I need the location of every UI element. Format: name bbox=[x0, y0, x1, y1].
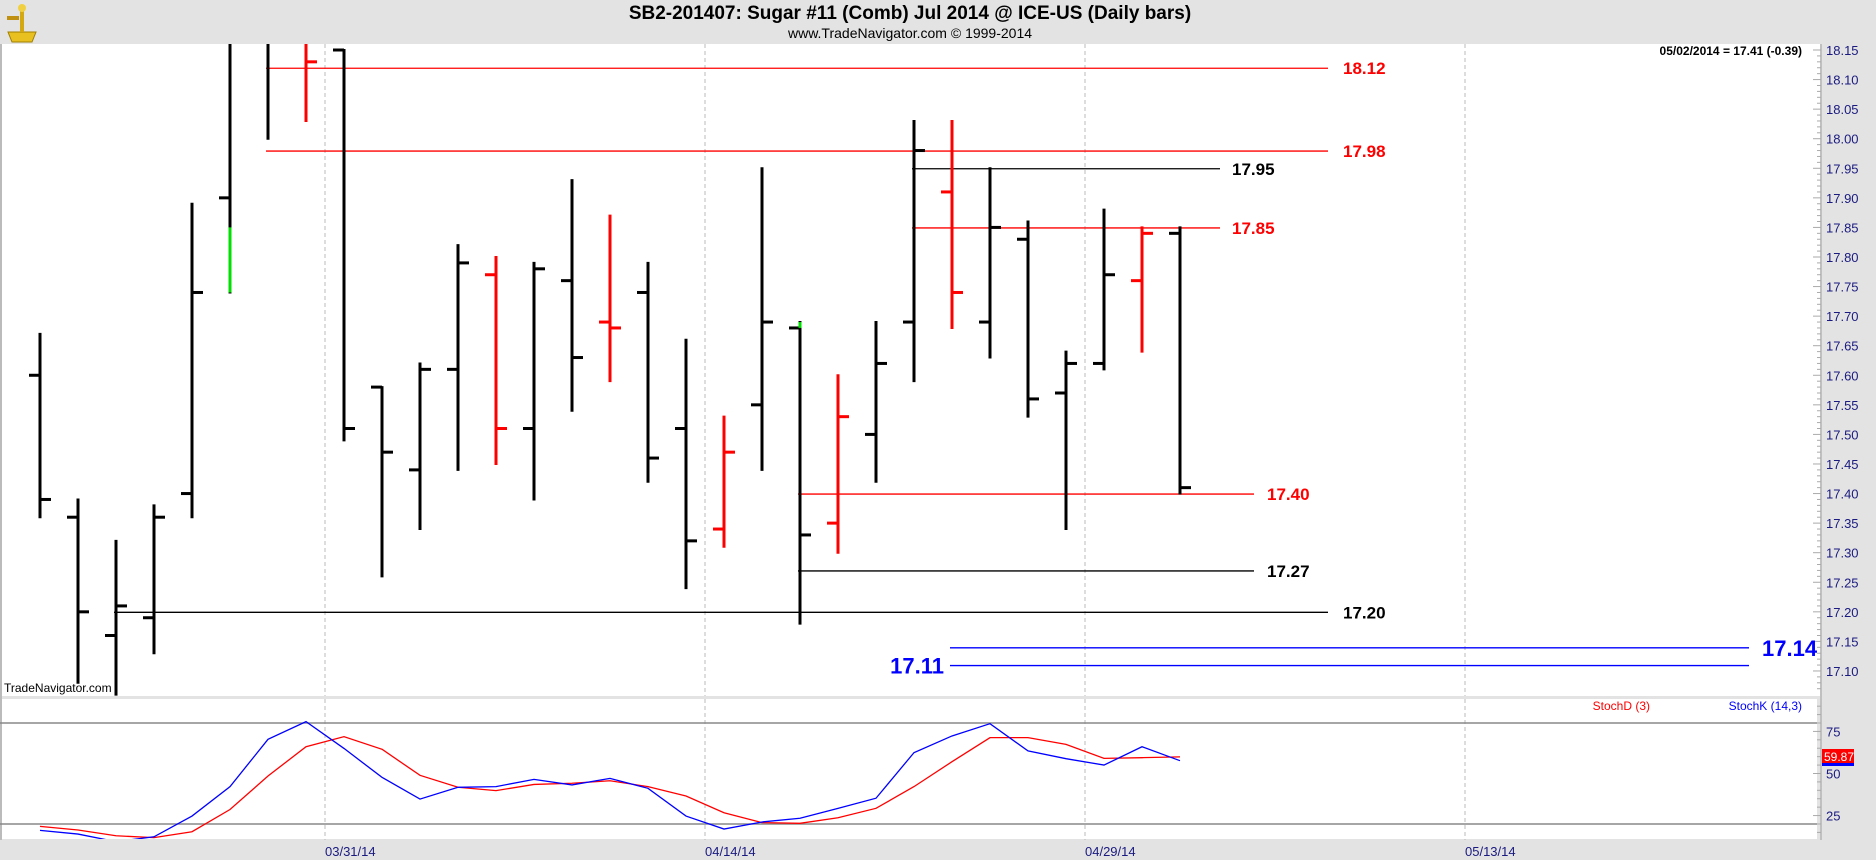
ohlc-bar bbox=[865, 321, 887, 483]
legend-stochd: StochD (3) bbox=[1593, 699, 1650, 713]
ohlc-bar bbox=[675, 338, 697, 590]
ohlc-bar bbox=[1169, 226, 1191, 495]
level-label: 17.40 bbox=[1267, 485, 1310, 504]
stoch-y-tick-label: 50 bbox=[1826, 766, 1840, 781]
ohlc-bar bbox=[523, 261, 545, 501]
logo-knob bbox=[18, 4, 26, 12]
y-tick-label: 17.20 bbox=[1826, 605, 1859, 620]
logo-scope bbox=[7, 16, 19, 20]
ohlc-bar bbox=[409, 362, 431, 531]
ohlc-bar bbox=[941, 119, 963, 329]
stochastic-panel bbox=[0, 699, 1817, 839]
ohlc-bar bbox=[143, 504, 165, 655]
price-panel bbox=[0, 44, 1821, 696]
y-tick-label: 18.05 bbox=[1826, 102, 1859, 117]
y-tick-label: 17.35 bbox=[1826, 516, 1859, 531]
logo-base bbox=[7, 31, 37, 43]
y-tick-label: 18.15 bbox=[1826, 43, 1859, 58]
y-tick-label: 18.00 bbox=[1826, 132, 1859, 147]
x-tick-label: 04/14/14 bbox=[705, 844, 756, 859]
ohlc-bar bbox=[979, 167, 1001, 359]
level-label: 18.12 bbox=[1343, 59, 1386, 78]
ohlc-bar bbox=[29, 332, 51, 519]
y-tick-label: 17.50 bbox=[1826, 427, 1859, 442]
y-tick-label: 17.10 bbox=[1826, 664, 1859, 679]
ohlc-bar bbox=[105, 539, 127, 696]
y-tick-label: 17.85 bbox=[1826, 220, 1859, 235]
watermark: TradeNavigator.com bbox=[4, 681, 112, 695]
level-label: 17.95 bbox=[1232, 160, 1275, 179]
ohlc-bar bbox=[447, 244, 469, 471]
ohlc-bar bbox=[1093, 208, 1115, 371]
ohlc-bar bbox=[751, 167, 773, 471]
stoch-value-badge bbox=[1822, 749, 1854, 763]
level-label: 17.14 bbox=[1762, 636, 1818, 661]
stoch-series-k bbox=[39, 720, 1181, 839]
sextant-logo bbox=[7, 4, 37, 43]
ohlc-bar bbox=[333, 48, 355, 442]
stoch-y-tick-label: 25 bbox=[1826, 809, 1840, 824]
y-tick-label: 17.15 bbox=[1826, 634, 1859, 649]
stoch-y-tick-label: 75 bbox=[1826, 724, 1840, 739]
level-label: 17.85 bbox=[1232, 219, 1275, 238]
y-tick-label: 17.95 bbox=[1826, 161, 1859, 176]
ohlc-bar bbox=[219, 44, 232, 294]
ohlc-bar bbox=[304, 44, 317, 122]
ohlc-bar bbox=[485, 255, 507, 465]
y-tick-label: 17.55 bbox=[1826, 398, 1859, 413]
ohlc-bar bbox=[713, 415, 735, 548]
ohlc-bar bbox=[789, 321, 811, 625]
ohlc-bar bbox=[561, 179, 583, 412]
chart-subtitle: www.TradeNavigator.com © 1999-2014 bbox=[787, 25, 1033, 41]
x-tick-label: 03/31/14 bbox=[325, 844, 376, 859]
ohlc-bar bbox=[181, 202, 203, 519]
level-label: 17.20 bbox=[1343, 603, 1386, 622]
ohlc-bar bbox=[1131, 226, 1153, 353]
y-tick-label: 17.45 bbox=[1826, 457, 1859, 472]
last-value-readout: 05/02/2014 = 17.41 (-0.39) bbox=[1660, 44, 1802, 58]
y-tick-label: 17.40 bbox=[1826, 487, 1859, 502]
ohlc-bar bbox=[266, 44, 270, 140]
stoch-lines bbox=[39, 720, 1181, 839]
y-tick-label: 17.60 bbox=[1826, 368, 1859, 383]
logo-mast bbox=[20, 6, 24, 32]
stoch-last-value: 59.87 bbox=[1824, 750, 1854, 764]
ohlc-bar bbox=[637, 261, 659, 483]
y-tick-label: 17.80 bbox=[1826, 250, 1859, 265]
level-label: 17.27 bbox=[1267, 562, 1310, 581]
ohlc-bar bbox=[1017, 220, 1039, 418]
y-tick-label: 17.65 bbox=[1826, 339, 1859, 354]
stoch-series-d bbox=[39, 735, 1181, 839]
y-tick-label: 17.25 bbox=[1826, 575, 1859, 590]
x-tick-label: 05/13/14 bbox=[1465, 844, 1516, 859]
legend-stochk: StochK (14,3) bbox=[1729, 699, 1802, 713]
chart-title: SB2-201407: Sugar #11 (Comb) Jul 2014 @ … bbox=[628, 3, 1192, 24]
y-tick-label: 17.30 bbox=[1826, 546, 1859, 561]
y-tick-label: 17.90 bbox=[1826, 191, 1859, 206]
y-tick-label: 17.75 bbox=[1826, 280, 1859, 295]
ohlc-bar bbox=[827, 374, 849, 554]
ohlc-bar bbox=[599, 214, 621, 383]
level-label: 17.98 bbox=[1343, 142, 1386, 161]
ohlc-bar bbox=[903, 119, 925, 383]
stoch-k-marker bbox=[1822, 763, 1854, 766]
price-bars bbox=[29, 44, 1749, 696]
level-label: 17.11 bbox=[890, 654, 944, 679]
ohlc-bar bbox=[371, 385, 393, 578]
y-tick-label: 18.10 bbox=[1826, 73, 1859, 88]
y-tick-label: 17.70 bbox=[1826, 309, 1859, 324]
x-tick-label: 04/29/14 bbox=[1085, 844, 1136, 859]
ohlc-bar bbox=[67, 498, 89, 684]
ohlc-bar bbox=[1055, 350, 1077, 531]
